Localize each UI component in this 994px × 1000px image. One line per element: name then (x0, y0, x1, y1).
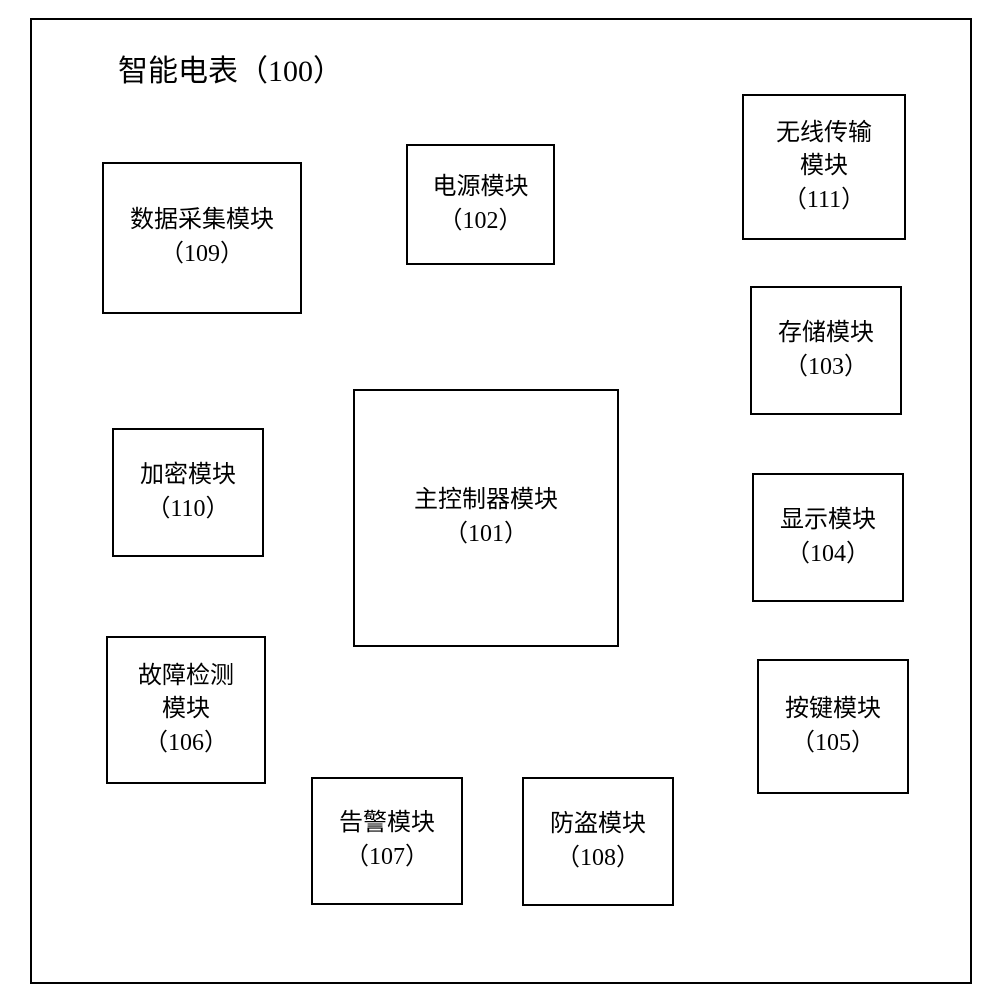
module-label: 存储模块 (778, 317, 874, 351)
module-box-103: 存储模块（103） (750, 286, 902, 415)
module-label: 主控制器模块 (414, 484, 558, 518)
module-box-110: 加密模块（110） (112, 428, 264, 557)
module-box-107: 告警模块（107） (311, 777, 463, 905)
module-code: （110） (146, 493, 229, 527)
module-box-105: 按键模块（105） (757, 659, 909, 794)
module-label: 电源模块 (433, 171, 529, 205)
module-box-108: 防盗模块（108） (522, 777, 674, 906)
module-code: （109） (160, 238, 244, 272)
module-label: 数据采集模块 (130, 204, 274, 238)
module-code: （103） (784, 351, 868, 385)
module-label: 告警模块 (339, 807, 435, 841)
module-box-106: 故障检测模块（106） (106, 636, 266, 784)
module-box-104: 显示模块（104） (752, 473, 904, 602)
module-label: 无线传输模块 (776, 117, 872, 184)
module-box-101: 主控制器模块（101） (353, 389, 619, 647)
module-code: （101） (444, 518, 528, 552)
module-code: （105） (791, 727, 875, 761)
module-label: 按键模块 (785, 693, 881, 727)
module-label: 显示模块 (780, 504, 876, 538)
module-box-102: 电源模块（102） (406, 144, 555, 265)
module-code: （102） (439, 205, 523, 239)
diagram-title: 智能电表（100） (118, 46, 343, 90)
module-box-111: 无线传输模块（111） (742, 94, 906, 240)
module-label: 加密模块 (140, 459, 236, 493)
module-code: （108） (556, 842, 640, 876)
module-label: 防盗模块 (550, 808, 646, 842)
module-code: （111） (783, 184, 865, 218)
module-box-109: 数据采集模块（109） (102, 162, 302, 314)
module-code: （107） (345, 841, 429, 875)
module-code: （106） (144, 727, 228, 761)
module-label: 故障检测模块 (138, 660, 234, 727)
module-code: （104） (786, 538, 870, 572)
